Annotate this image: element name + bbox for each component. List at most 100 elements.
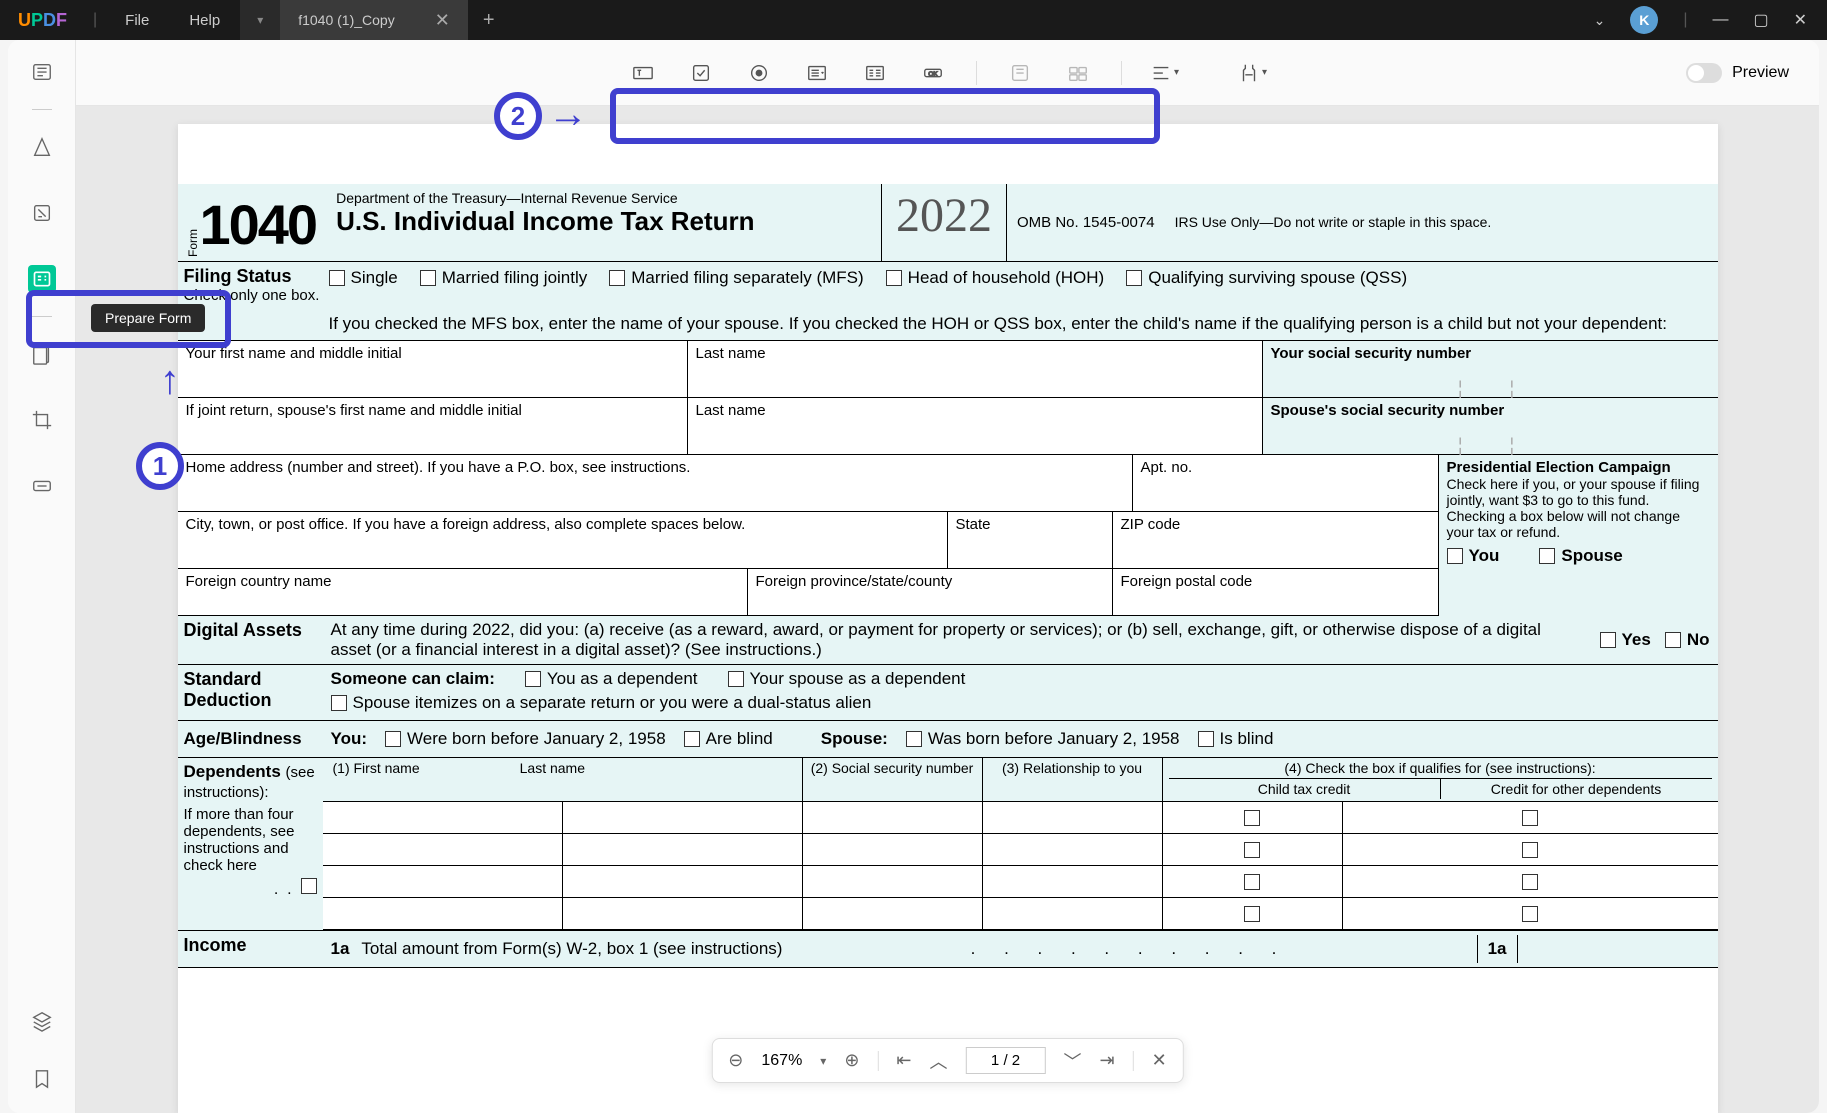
align-tool[interactable]: ▾	[1150, 58, 1180, 88]
state-field[interactable]: State	[948, 512, 1113, 568]
crop-icon[interactable]	[28, 406, 56, 434]
form-header: Form 1040 Department of the Treasury—Int…	[178, 184, 1718, 262]
dependent-row-3[interactable]	[323, 866, 1718, 898]
minimize-button[interactable]: —	[1712, 11, 1728, 29]
first-name-field[interactable]: Your first name and middle initial	[178, 341, 688, 397]
list-tool[interactable]	[860, 58, 890, 88]
next-page-button[interactable]: ﹀	[1064, 1048, 1082, 1074]
spouse-born-cb[interactable]: Was born before January 2, 1958	[906, 729, 1180, 749]
maximize-button[interactable]: ▢	[1753, 10, 1768, 30]
foreign-country-field[interactable]: Foreign country name	[178, 569, 748, 615]
form-number: 1040	[200, 192, 317, 257]
last-name-field[interactable]: Last name	[688, 341, 1263, 397]
zip-field[interactable]: ZIP code	[1113, 512, 1263, 568]
organize-icon[interactable]	[28, 340, 56, 368]
annotation-circle-1: 1	[136, 442, 184, 490]
home-address-field[interactable]: Home address (number and street). If you…	[178, 455, 1133, 511]
document-tab[interactable]: f1040 (1)_Copy ✕	[280, 0, 468, 40]
dependents-section: Dependents (see instructions): If more t…	[178, 758, 1718, 931]
dependent-row-4[interactable]	[323, 898, 1718, 930]
pres-spouse-checkbox[interactable]: Spouse	[1539, 546, 1622, 566]
spouse-last-name-field[interactable]: Last name	[688, 398, 1263, 454]
zoom-out-button[interactable]: ⊖	[728, 1050, 743, 1071]
income-section: Income 1a Total amount from Form(s) W-2,…	[178, 931, 1718, 968]
zoom-dropdown[interactable]: ▾	[820, 1054, 826, 1068]
you-dependent-cb[interactable]: You as a dependent	[525, 669, 698, 689]
preview-label: Preview	[1732, 64, 1789, 82]
spouse-first-name-field[interactable]: If joint return, spouse's first name and…	[178, 398, 688, 454]
checkbox-tool[interactable]	[686, 58, 716, 88]
foreign-province-field[interactable]: Foreign province/state/county	[748, 569, 1113, 615]
menu-file[interactable]: File	[105, 12, 169, 29]
spouse-ssn-field[interactable]: Spouse's social security number ¦ ¦	[1263, 398, 1718, 454]
dependent-row-1[interactable]	[323, 802, 1718, 834]
page-input[interactable]: 1 / 2	[966, 1047, 1046, 1074]
std-deduction-label: Standard Deduction	[178, 665, 323, 720]
filing-mfj[interactable]: Married filing jointly	[420, 268, 588, 288]
user-avatar[interactable]: K	[1630, 6, 1658, 34]
divider: |	[1683, 11, 1687, 29]
line-1a-box: 1a	[1477, 935, 1518, 963]
you-born-cb[interactable]: Were born before January 2, 1958	[385, 729, 666, 749]
digital-assets-label: Digital Assets	[178, 616, 323, 664]
dependents-label: Dependents	[184, 762, 281, 781]
zoom-in-button[interactable]: ⊕	[844, 1050, 859, 1071]
image-field-tool[interactable]	[1005, 58, 1035, 88]
form-dept: Department of the Treasury—Internal Reve…	[336, 190, 869, 206]
standard-deduction-section: Standard Deduction Someone can claim: Yo…	[178, 665, 1718, 721]
more-dependents-cb[interactable]	[301, 878, 317, 894]
filing-mfs[interactable]: Married filing separately (MFS)	[609, 268, 863, 288]
filing-note: If you checked the MFS box, enter the na…	[329, 310, 1712, 334]
close-toolbar-button[interactable]: ✕	[1152, 1050, 1167, 1071]
name-row-2: If joint return, spouse's first name and…	[178, 398, 1718, 455]
you-blind-cb[interactable]: Are blind	[684, 729, 773, 749]
toggle-switch[interactable]	[1686, 63, 1722, 83]
redact-icon[interactable]	[28, 472, 56, 500]
form-omb: OMB No. 1545-0074	[1007, 184, 1165, 261]
text-field-tool[interactable]	[628, 58, 658, 88]
close-icon[interactable]: ✕	[435, 10, 450, 31]
prepare-form-icon[interactable]	[28, 265, 56, 293]
close-button[interactable]: ✕	[1794, 10, 1807, 30]
filing-single[interactable]: Single	[329, 268, 398, 288]
first-page-button[interactable]: ⇤	[896, 1050, 911, 1071]
dependent-row-2[interactable]	[323, 834, 1718, 866]
date-field-tool[interactable]	[1063, 58, 1093, 88]
bookmark-icon[interactable]	[28, 1065, 56, 1093]
pres-title: Presidential Election Campaign	[1447, 459, 1710, 476]
apt-field[interactable]: Apt. no.	[1133, 455, 1263, 511]
age-blindness-section: Age/Blindness You: Were born before Janu…	[178, 721, 1718, 758]
foreign-postal-field[interactable]: Foreign postal code	[1113, 569, 1263, 615]
tab-dropdown[interactable]: ▾	[240, 0, 280, 40]
prev-page-button[interactable]: ︿	[930, 1048, 948, 1074]
city-field[interactable]: City, town, or post office. If you have …	[178, 512, 948, 568]
layers-icon[interactable]	[28, 1007, 56, 1035]
annotation-arrow-1: →	[142, 363, 187, 403]
separator	[1121, 61, 1122, 85]
bottom-toolbar: ⊖ 167% ▾ ⊕ ⇤ ︿ 1 / 2 ﹀ ⇥ ✕	[711, 1038, 1183, 1083]
preview-toggle[interactable]: Preview	[1686, 63, 1789, 83]
last-page-button[interactable]: ⇥	[1100, 1050, 1115, 1071]
add-tab-button[interactable]: +	[468, 9, 510, 32]
digital-no[interactable]: No	[1665, 630, 1710, 650]
chevron-down-icon[interactable]: ⌄	[1594, 12, 1606, 29]
digital-yes[interactable]: Yes	[1600, 630, 1651, 650]
filing-hoh[interactable]: Head of household (HOH)	[886, 268, 1105, 288]
spouse-blind-cb[interactable]: Is blind	[1198, 729, 1274, 749]
spouse-dependent-cb[interactable]: Your spouse as a dependent	[728, 669, 966, 689]
menu-help[interactable]: Help	[169, 12, 240, 29]
filing-qss[interactable]: Qualifying surviving spouse (QSS)	[1126, 268, 1407, 288]
spouse-itemizes-cb[interactable]: Spouse itemizes on a separate return or …	[331, 693, 872, 713]
form-toolbar: OK ▾ ▾ Preview	[76, 40, 1819, 106]
dropdown-tool[interactable]	[802, 58, 832, 88]
comment-icon[interactable]	[28, 133, 56, 161]
radio-tool[interactable]	[744, 58, 774, 88]
pres-you-checkbox[interactable]: You	[1447, 546, 1500, 566]
document-viewport[interactable]: Form 1040 Department of the Treasury—Int…	[76, 106, 1819, 1113]
window-controls: ⌄ K | — ▢ ✕	[1574, 6, 1827, 34]
button-tool[interactable]: OK	[918, 58, 948, 88]
reader-icon[interactable]	[28, 58, 56, 86]
tools-icon[interactable]: ▾	[1238, 58, 1268, 88]
edit-icon[interactable]	[28, 199, 56, 227]
ssn-field[interactable]: Your social security number ¦ ¦	[1263, 341, 1718, 397]
